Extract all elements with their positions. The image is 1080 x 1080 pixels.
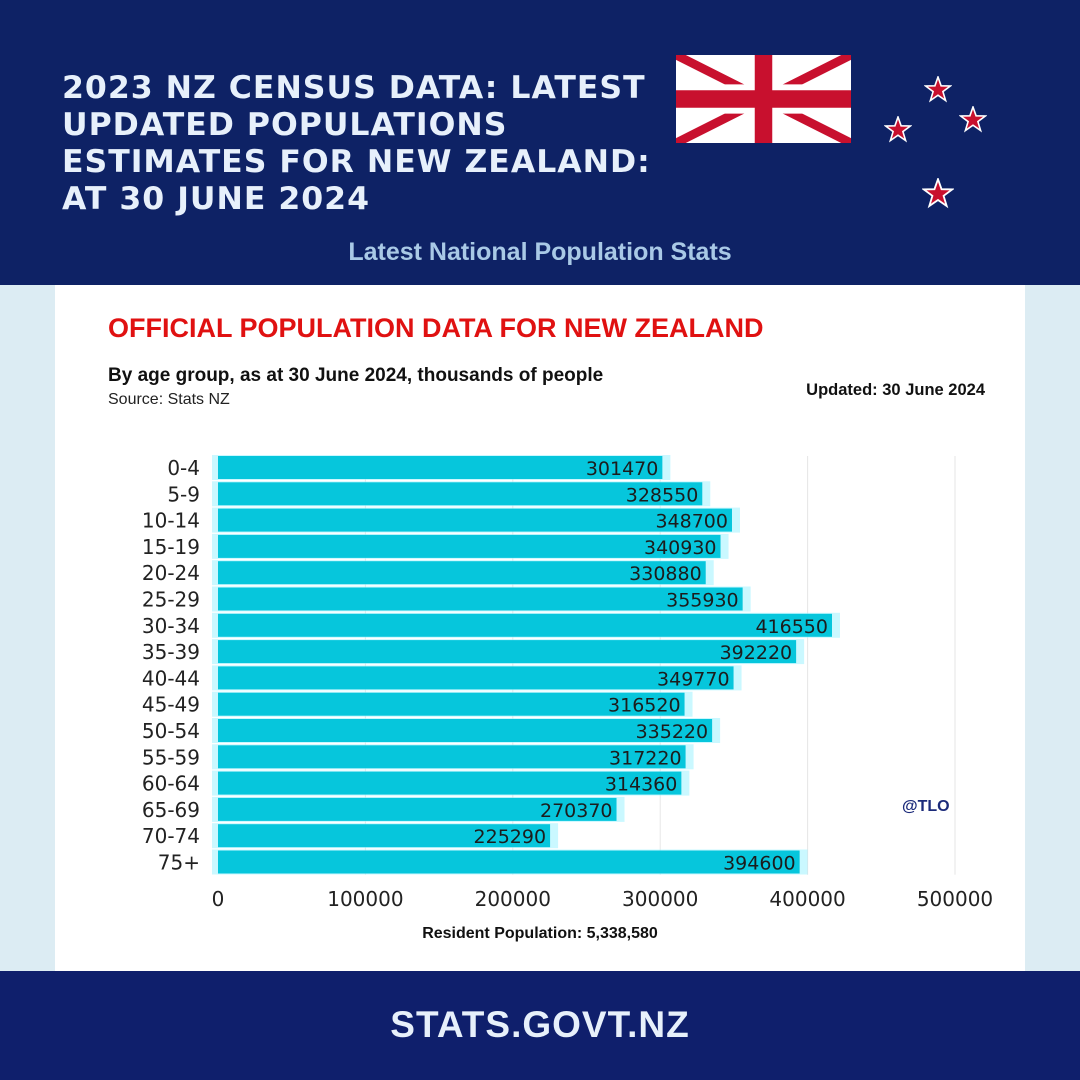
bar-5-9 xyxy=(218,482,703,506)
bar-0-4 xyxy=(218,456,663,479)
value-label: 314360 xyxy=(605,774,678,796)
chart-labels: 0 100000 200000 300000 400000 500000 0-4 301470… xyxy=(142,456,993,911)
bar-15-19 xyxy=(218,534,721,558)
bar-40-44 xyxy=(218,666,734,690)
resident-population-total: Resident Population: 5,338,580 xyxy=(422,925,658,942)
bar-10-14 xyxy=(218,508,732,532)
chart-subtitle: By age group, as at 30 June 2024, thousa… xyxy=(108,365,604,386)
chart-bars xyxy=(212,455,840,875)
star-icon xyxy=(924,76,952,103)
category-label: 10-14 xyxy=(142,509,200,533)
value-label: 328550 xyxy=(626,484,699,506)
value-label: 225290 xyxy=(474,826,547,848)
value-label: 349770 xyxy=(657,668,730,690)
category-label: 65-69 xyxy=(142,798,200,822)
category-label: 45-49 xyxy=(142,693,200,717)
bar-60-64 xyxy=(218,771,682,795)
value-label: 416550 xyxy=(755,616,828,638)
value-label: 394600 xyxy=(723,853,796,875)
category-label: 15-19 xyxy=(142,535,200,559)
footer-banner xyxy=(0,971,1080,1080)
category-label: 75+ xyxy=(158,851,200,875)
category-label: 60-64 xyxy=(142,772,200,796)
category-label: 5-9 xyxy=(167,482,200,506)
category-label: 20-24 xyxy=(142,561,200,585)
category-label: 50-54 xyxy=(142,719,200,743)
value-label: 330880 xyxy=(629,563,702,585)
x-tick-label: 400000 xyxy=(769,887,845,911)
category-label: 0-4 xyxy=(167,456,200,480)
union-jack-flag-icon xyxy=(676,55,851,143)
value-label: 301470 xyxy=(586,458,659,480)
page-title: 2023 NZ CENSUS DATA: LATEST UPDATED POPU… xyxy=(62,70,651,217)
bar-55-59 xyxy=(218,745,686,769)
x-tick-label: 500000 xyxy=(917,887,993,911)
bar-70-74 xyxy=(218,824,551,848)
star-icon xyxy=(959,106,987,133)
chart-title: OFFICIAL POPULATION DATA FOR NEW ZEALAND xyxy=(108,313,764,343)
bar-75+ xyxy=(218,850,800,874)
category-label: 25-29 xyxy=(142,588,200,612)
bar-45-49 xyxy=(218,692,685,716)
value-label: 270370 xyxy=(540,800,613,822)
bar-65-69 xyxy=(218,797,617,821)
header-banner xyxy=(0,0,1080,285)
bar-30-34 xyxy=(218,613,832,637)
value-label: 316520 xyxy=(608,695,681,717)
bar-25-29 xyxy=(218,587,743,611)
value-label: 340930 xyxy=(644,537,717,559)
x-tick-label: 0 xyxy=(212,887,225,911)
chart-source: Source: Stats NZ xyxy=(108,391,230,408)
bar-35-39 xyxy=(218,640,797,664)
category-label: 40-44 xyxy=(142,666,200,690)
value-label: 355930 xyxy=(666,590,739,612)
updated-date: Updated: 30 June 2024 xyxy=(806,381,985,399)
category-label: 35-39 xyxy=(142,640,200,664)
star-icon xyxy=(922,178,954,209)
header-subtitle: Latest National Population Stats xyxy=(348,238,732,266)
watermark: @TLO xyxy=(902,798,950,815)
bar-20-24 xyxy=(218,561,706,585)
value-label: 317220 xyxy=(609,747,682,769)
value-label: 335220 xyxy=(636,721,709,743)
star-icon xyxy=(884,116,912,143)
x-tick-label: 200000 xyxy=(475,887,551,911)
category-label: 30-34 xyxy=(142,614,200,638)
footer-site-link[interactable]: STATS.GOVT.NZ xyxy=(390,1004,690,1045)
category-label: 70-74 xyxy=(142,824,200,848)
value-label: 348700 xyxy=(655,511,728,533)
x-tick-label: 300000 xyxy=(622,887,698,911)
value-label: 392220 xyxy=(720,642,793,664)
category-label: 55-59 xyxy=(142,745,200,769)
bar-50-54 xyxy=(218,719,713,742)
x-tick-label: 100000 xyxy=(327,887,403,911)
